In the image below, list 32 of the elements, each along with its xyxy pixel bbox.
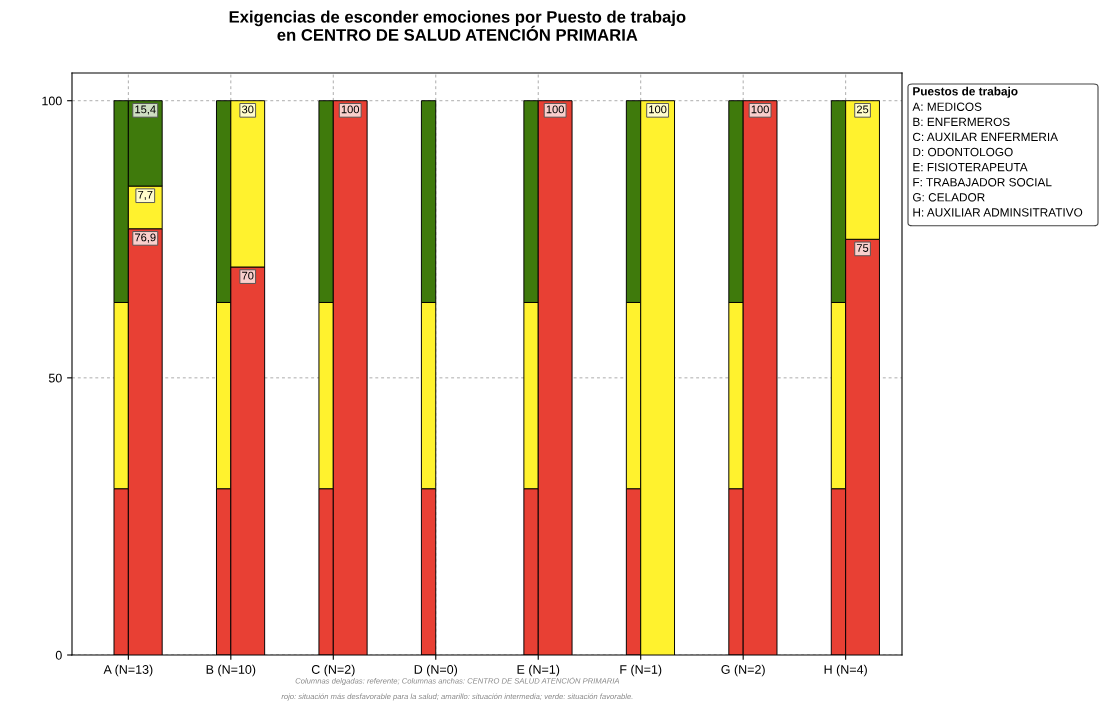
x-tick-label: F (N=1) [620,664,662,677]
data-label: 100 [341,105,360,114]
y-tick-label: 50 [48,373,62,383]
y-tick-label: 0 [55,650,62,660]
text: C: AUXILAR ENFERMERIA [913,132,1059,142]
data-label: 100 [751,105,769,114]
data-label: 75 [856,244,869,252]
data-label: 70 [242,271,254,280]
x-tick-label: D (N=0) [414,664,458,677]
text: H: AUXILIAR ADMINSITRATIVO [913,208,1083,217]
data-label: 30 [241,105,254,114]
x-tick-label: E (N=1) [517,664,560,677]
text: D: ODONTOLOGO [913,147,1013,157]
x-tick-label: A (N=13) [103,664,153,677]
chart-title: Exigencias de esconder emociones por Puesto de trabajo en CENTRO DE SALUD ATENCIÓN PRIMARIA [229,10,686,41]
x-tick-label: H (N=4) [824,664,867,677]
data-label: 15,4 [135,105,156,115]
x-tick-label: B (N=10) [206,664,256,677]
data-label: 25 [856,105,869,114]
text: E: FISIOTERAPEUTA [913,162,1028,172]
x-tick-label: G (N=2) [721,664,765,677]
data-label: 7,7 [138,190,153,200]
data-label: 100 [546,105,564,114]
text: A: MEDICOS [912,102,982,111]
text: G: CELADOR [913,193,985,202]
y-tick-label: 100 [42,96,62,106]
legend-title: Puestos de trabajo [913,86,1018,98]
data-label: 100 [649,105,667,114]
text: F: TRABAJADOR SOCIAL [913,178,1052,187]
data-label: 76,9 [135,233,156,243]
x-tick-label: C (N=2) [311,664,355,677]
text: B: ENFERMEROS [913,117,1010,127]
